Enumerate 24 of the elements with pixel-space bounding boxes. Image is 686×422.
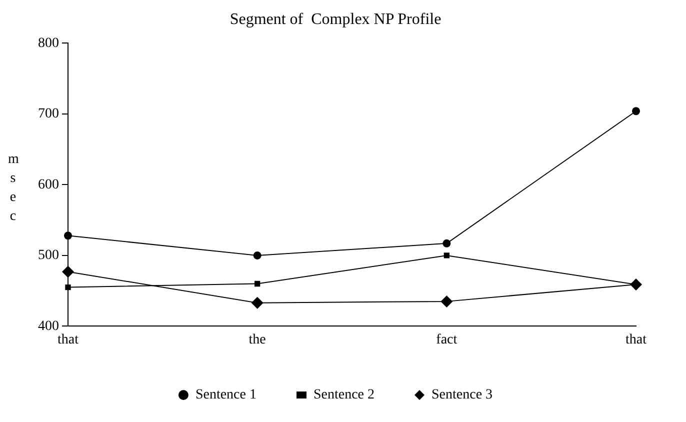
point (442, 239, 451, 248)
point (254, 280, 260, 287)
point (440, 295, 453, 308)
x-tick-label: fact (436, 332, 458, 348)
x-tick-label: that (58, 332, 79, 348)
x-tick-label: that (626, 332, 647, 348)
y-axis-title: msec (8, 151, 19, 226)
y-tick-label: 600 (38, 177, 59, 192)
point (253, 251, 262, 260)
chart-title: Segment of Complex NP Profile (230, 10, 442, 28)
point (64, 232, 72, 240)
legend-label: Sentence 3 (432, 388, 493, 403)
x-tick-label: the (248, 332, 266, 348)
point (444, 252, 450, 258)
y-tick-label: 800 (38, 36, 59, 51)
legend-label: Sentence 2 (313, 388, 375, 403)
y-tick-label: 400 (38, 318, 59, 334)
point (62, 266, 74, 278)
y-tick-label: 500 (38, 248, 59, 264)
point (65, 284, 71, 290)
y-tick-label: 700 (38, 106, 59, 122)
legend-label: Sentence 1 (195, 388, 256, 403)
point (632, 107, 640, 116)
point (251, 296, 264, 309)
